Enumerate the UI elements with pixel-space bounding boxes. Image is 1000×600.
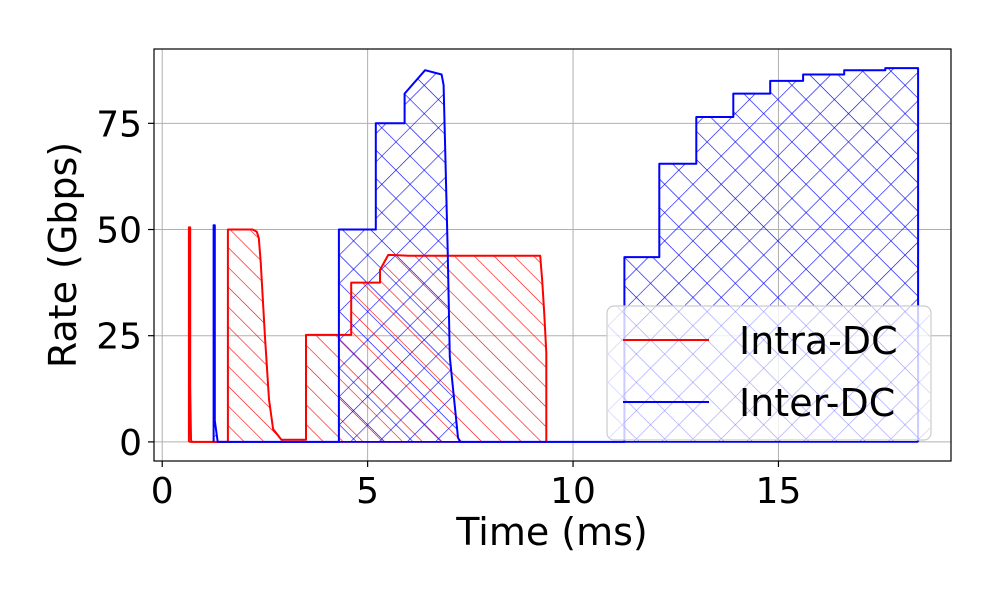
y-tick: 25 <box>96 317 154 358</box>
x-tick-label: 15 <box>756 471 802 512</box>
series-line-inter-dc <box>212 67 920 443</box>
x-tick: 10 <box>550 461 596 512</box>
y-tick: 0 <box>119 423 154 464</box>
x-axis: 0 5 10 15 <box>151 461 802 512</box>
x-tick: 0 <box>151 461 174 512</box>
plot-frame <box>153 48 952 462</box>
y-tick-label: 0 <box>119 423 142 464</box>
x-tick-label: 10 <box>550 471 596 512</box>
x-tick: 5 <box>356 461 379 512</box>
legend-label: Inter-DC <box>739 381 895 425</box>
x-tick-label: 5 <box>356 471 379 512</box>
legend-item-inter-dc: Inter-DC <box>623 381 895 425</box>
y-axis: 0 25 50 75 <box>96 104 154 464</box>
x-axis-label: Time (ms) <box>455 510 648 554</box>
y-tick-label: 25 <box>96 317 142 358</box>
y-tick: 75 <box>96 104 154 145</box>
series-line-intra-dc <box>187 226 548 443</box>
legend-label: Intra-DC <box>739 319 898 363</box>
x-tick: 15 <box>756 461 802 512</box>
y-axis-label: Rate (Gbps) <box>41 142 85 368</box>
y-tick-label: 75 <box>96 104 142 145</box>
legend-item-intra-dc: Intra-DC <box>623 319 898 363</box>
y-tick-label: 50 <box>96 211 142 252</box>
x-tick-label: 0 <box>151 471 174 512</box>
legend: Intra-DC Inter-DC <box>606 305 932 441</box>
y-tick: 50 <box>96 211 154 252</box>
